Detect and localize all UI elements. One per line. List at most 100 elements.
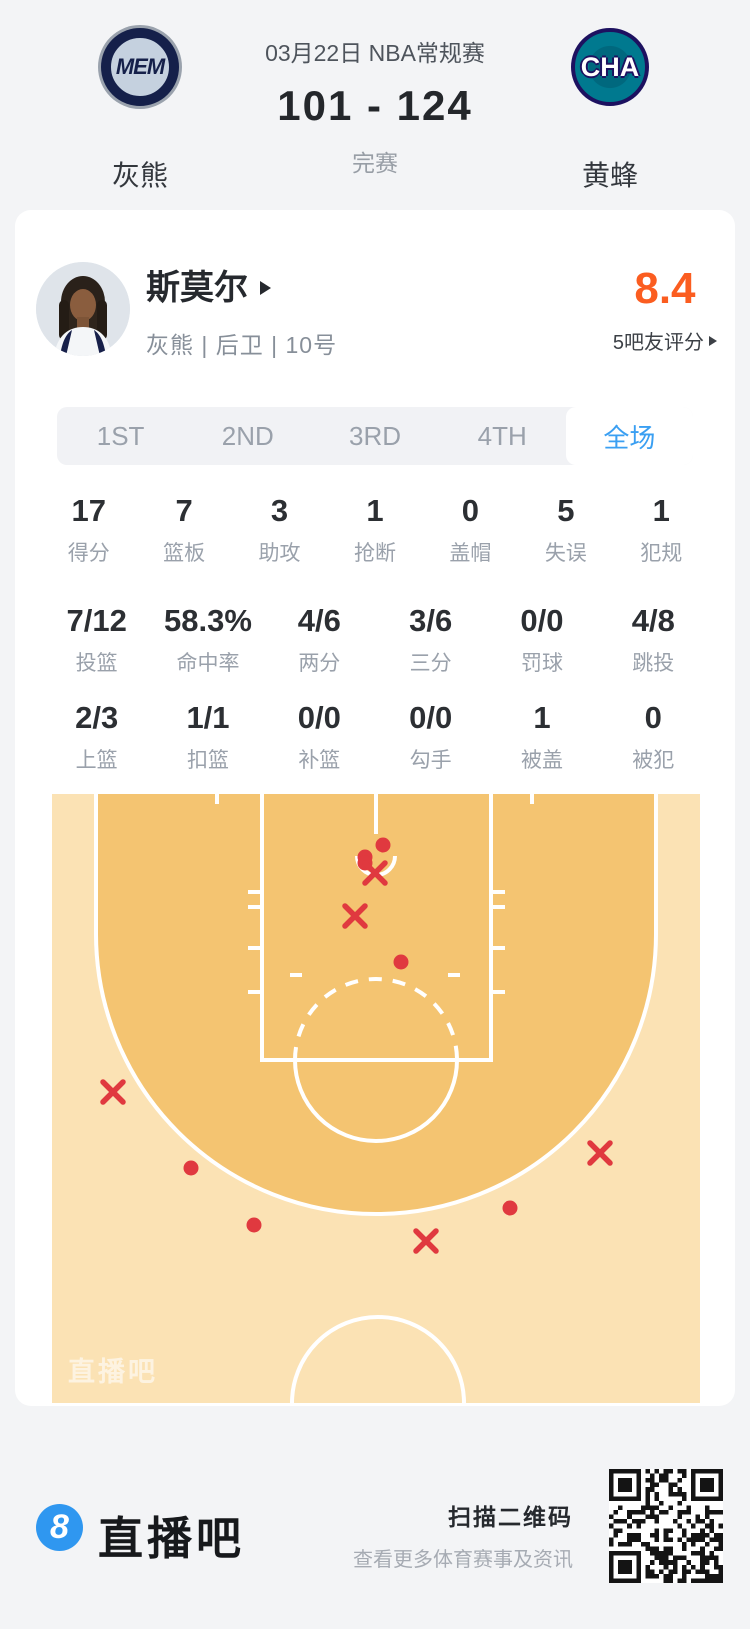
- center-circle: [290, 1315, 466, 1403]
- match-status: 完赛: [352, 150, 398, 176]
- stat-value: 2/3: [75, 700, 119, 735]
- quarter-tabs: 1ST 2ND 3RD 4TH 全场: [57, 407, 694, 465]
- stat-value: 0: [461, 493, 480, 528]
- arrow-right-icon: [709, 335, 717, 346]
- stat-label: 上篮: [75, 749, 118, 772]
- stat-被犯: 0 被犯: [598, 701, 709, 774]
- team-away-abbr: CHA: [580, 51, 640, 82]
- team-away-name: 黄蜂: [581, 160, 638, 191]
- rating-label: 5吧友评分: [612, 332, 704, 354]
- missed-shot-marker: [362, 860, 388, 886]
- stat-两分: 4/6 两分: [264, 604, 375, 677]
- shot-chart: 直播吧: [52, 794, 700, 1403]
- competition-title: 03月22日 NBA常规赛: [265, 40, 485, 66]
- qr-subtitle: 查看更多体育赛事及资讯: [353, 1549, 573, 1571]
- stat-value: 1: [652, 493, 670, 528]
- stat-label: 犯规: [640, 542, 683, 565]
- stat-label: 扣篮: [186, 749, 229, 772]
- stat-value: 1: [533, 700, 551, 735]
- player-stats-card: 斯莫尔 灰熊 | 后卫 | 10号 8.4 5吧友评分 1ST 2ND 3RD 4TH…: [15, 210, 735, 1406]
- stats-row-shooting: 7/12 投篮 58.3% 命中率 4/6 两分 3/6 三分 0/0 罚球 4/8 跳投: [41, 604, 709, 677]
- grizzlies-logo-icon: MEM: [101, 28, 179, 106]
- tab-4TH[interactable]: 4TH: [477, 420, 527, 451]
- stat-label: 盖帽: [449, 542, 492, 565]
- stat-value: 4/8: [631, 603, 675, 638]
- stat-label: 得分: [67, 542, 110, 565]
- stat-label: 投篮: [75, 652, 118, 675]
- stat-value: 7: [175, 493, 193, 528]
- tab-3RD[interactable]: 3RD: [349, 420, 402, 451]
- stat-value: 5: [557, 493, 575, 528]
- stat-扣篮: 1/1 扣篮: [152, 701, 263, 774]
- stat-助攻: 3 助攻: [232, 494, 327, 567]
- stat-label: 助攻: [258, 542, 301, 565]
- lane-hash-marks: [248, 890, 505, 994]
- stat-被盖: 1 被盖: [486, 701, 597, 774]
- made-shot-marker: [246, 1217, 262, 1233]
- three-point-line: [94, 794, 658, 1216]
- stat-value: 3: [270, 493, 289, 528]
- shot-markers: [100, 837, 613, 1254]
- stat-盖帽: 0 盖帽: [423, 494, 518, 567]
- team-home: MEM 灰熊: [40, 28, 240, 191]
- court-diagram: [52, 794, 700, 1403]
- stat-命中率: 58.3% 命中率: [152, 604, 263, 677]
- stat-value: 58.3%: [164, 603, 252, 638]
- stat-label: 篮板: [163, 542, 206, 565]
- final-score: 101 - 124: [277, 82, 473, 129]
- stat-value: 0: [644, 700, 662, 735]
- stat-value: 7/12: [66, 603, 127, 638]
- stat-value: 1: [366, 493, 384, 528]
- qr-title: 扫描二维码: [448, 1504, 573, 1530]
- player-info: 灰熊 | 后卫 | 10号: [146, 332, 338, 358]
- watermark: 直播吧: [68, 1357, 158, 1387]
- qr-caption: 扫描二维码 查看更多体育赛事及资讯: [353, 1498, 573, 1572]
- player-name: 斯莫尔: [146, 269, 248, 307]
- made-shot-marker: [502, 1200, 518, 1216]
- stat-value: 0/0: [520, 603, 564, 638]
- zhibo8-logo-icon: 8: [36, 1504, 83, 1551]
- missed-shot-marker: [413, 1228, 439, 1254]
- stat-label: 三分: [409, 652, 452, 675]
- stat-补篮: 0/0 补篮: [264, 701, 375, 774]
- stat-value: 17: [71, 493, 106, 528]
- stat-label: 勾手: [409, 749, 452, 772]
- player-rating: 8.4: [634, 264, 696, 313]
- made-shot-marker: [393, 954, 409, 970]
- stat-label: 失误: [544, 542, 587, 565]
- missed-shot-marker: [587, 1140, 613, 1166]
- stat-value: 0/0: [297, 700, 341, 735]
- tab-全场[interactable]: 全场: [565, 407, 694, 465]
- stat-value: 3/6: [409, 603, 453, 638]
- stats-row-shot-types: 2/3 上篮 1/1 扣篮 0/0 补篮 0/0 勾手 1 被盖 0 被犯: [41, 701, 709, 774]
- stat-抢断: 1 抢断: [327, 494, 422, 567]
- hornets-logo-icon: CHA: [571, 28, 649, 106]
- player-photo: [36, 262, 130, 356]
- missed-shot-marker: [100, 1079, 126, 1105]
- paint-key: [260, 794, 493, 1062]
- tab-1ST[interactable]: 1ST: [96, 420, 145, 451]
- stats-row-totals: 17 得分 7 篮板 3 助攻 1 抢断 0 盖帽 5 失误 1 犯规: [41, 494, 709, 567]
- team-home-abbr: MEM: [115, 54, 165, 79]
- stat-跳投: 4/8 跳投: [598, 604, 709, 677]
- stat-label: 补篮: [298, 749, 341, 772]
- rating-link[interactable]: 8.4 5吧友评分: [613, 266, 717, 355]
- team-away: CHA 黄蜂: [510, 28, 710, 191]
- free-throw-circle-dashed: [293, 977, 459, 1061]
- stat-value: 1/1: [186, 700, 230, 735]
- stat-label: 命中率: [176, 652, 240, 675]
- player-name-link[interactable]: 斯莫尔: [146, 266, 271, 310]
- stat-得分: 17 得分: [41, 494, 136, 567]
- stat-value: 0/0: [409, 700, 453, 735]
- stat-label: 跳投: [632, 652, 675, 675]
- score-block: 03月22日 NBA常规赛 101 - 124 完赛: [200, 0, 550, 178]
- stat-label: 被盖: [520, 749, 563, 772]
- stat-label: 罚球: [520, 652, 563, 675]
- stat-篮板: 7 篮板: [136, 494, 231, 567]
- made-shot-marker: [183, 1160, 199, 1176]
- stat-label: 抢断: [353, 542, 396, 565]
- made-shot-marker: [375, 837, 391, 853]
- stat-三分: 3/6 三分: [375, 604, 486, 677]
- tab-2ND[interactable]: 2ND: [221, 420, 274, 451]
- stat-label: 被犯: [632, 749, 675, 772]
